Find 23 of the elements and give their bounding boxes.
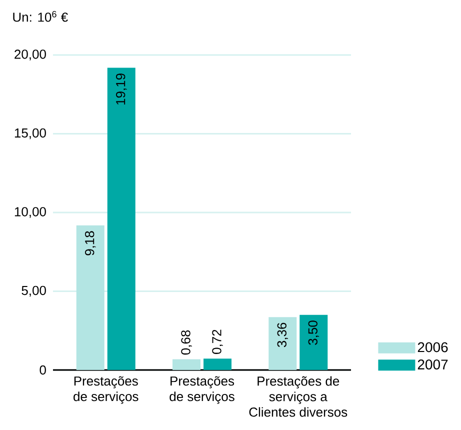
data-label: 19,19: [116, 74, 127, 104]
bar: [76, 225, 104, 370]
bar: [268, 317, 297, 370]
bar: [107, 68, 136, 370]
y-tick-label: 20,00: [14, 50, 46, 60]
legend-label: 2007: [418, 360, 448, 370]
data-label: 3,50: [308, 320, 319, 345]
x-tick-label: Prestações de serviços a Clientes diversos: [249, 376, 348, 417]
data-label: 0,68: [181, 330, 192, 355]
data-label: 3,36: [277, 322, 288, 348]
data-label: 0,72: [212, 330, 223, 354]
x-tick-label: Prestações de serviços: [74, 376, 138, 404]
x-tick-label: Prestações de serviços: [170, 376, 234, 404]
y-tick-label: 15,00: [14, 128, 46, 140]
y-tick-label: 5,00: [22, 286, 46, 297]
legend-label: 2006: [418, 342, 448, 352]
bar: [172, 359, 200, 370]
y-tick-label: 10,00: [14, 207, 46, 218]
bar: [204, 358, 232, 370]
y-tick-label: 0: [40, 365, 46, 375]
y-axis-title: Un: 10$^{6}$ €: [13, 10, 68, 22]
bar: [300, 314, 328, 370]
data-label: 9,18: [85, 231, 96, 256]
